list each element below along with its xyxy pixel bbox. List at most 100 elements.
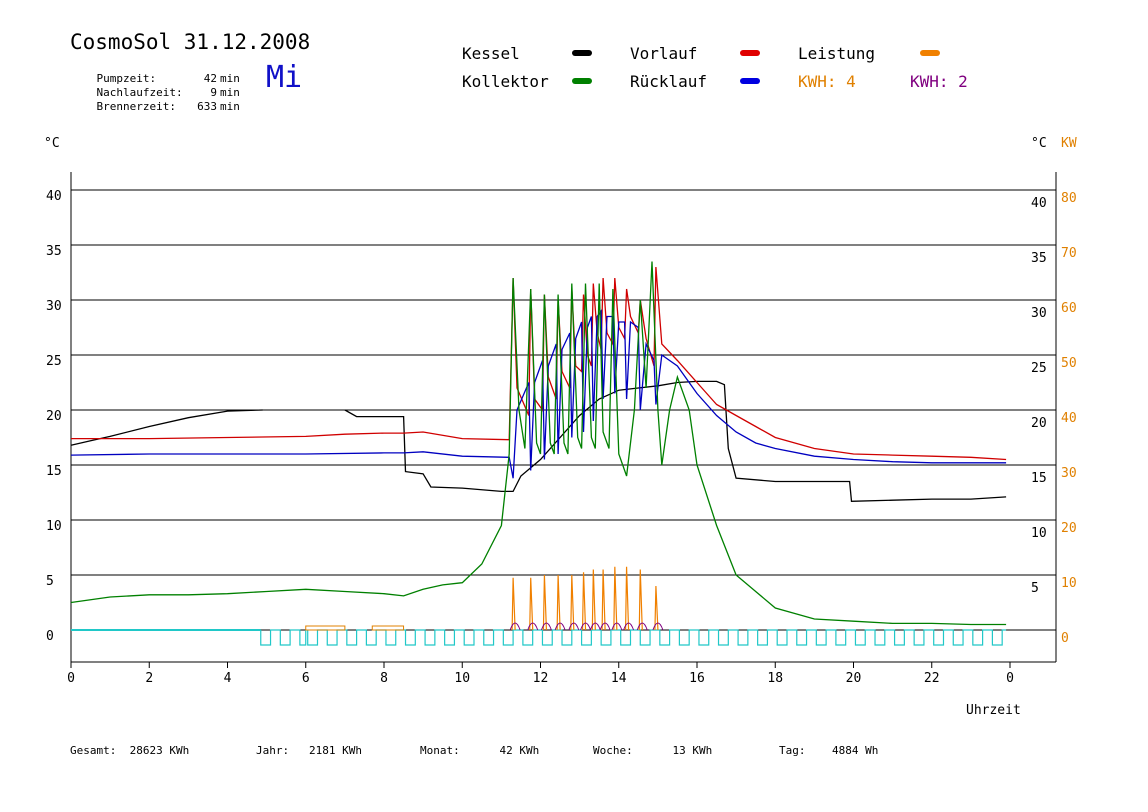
weekday-label: Mi	[266, 60, 303, 95]
legend-kollektor-swatch	[572, 78, 592, 84]
y-tick-label-left: 5	[46, 574, 54, 589]
x-tick-label: 22	[924, 671, 940, 686]
footer-value: 4884 Wh	[832, 744, 879, 757]
y-tick-label-kw: 70	[1061, 246, 1077, 261]
x-tick-label: 0	[67, 671, 75, 686]
stat-value: 42	[203, 72, 217, 85]
y-tick-label-left: 10	[46, 519, 62, 534]
stat-label: Pumpzeit:	[96, 72, 157, 85]
y-tick-label-kw: 30	[1061, 466, 1077, 481]
kwh2-spike	[568, 622, 580, 631]
y-tick-label-right: 40	[1031, 196, 1047, 211]
y-tick-label-right: 25	[1031, 361, 1047, 376]
kwh2-spike	[652, 622, 664, 631]
y-tick-label-kw: 80	[1061, 191, 1077, 206]
y-tick-label-right: 5	[1031, 581, 1039, 596]
chart-title: CosmoSol 31.12.2008	[70, 30, 311, 54]
leistung-peak	[529, 577, 534, 631]
stat-brennerzeit: Brennerzeit: 633 min	[70, 87, 240, 126]
x-tick-label: 0	[1006, 671, 1014, 686]
leistung-peak	[581, 572, 587, 631]
legend-leistung-swatch	[920, 50, 940, 56]
kwh2-spike	[540, 622, 552, 631]
stat-value: 9	[210, 86, 217, 99]
y-tick-label-kw: 20	[1061, 521, 1077, 536]
y-tick-label-kw: 0	[1061, 631, 1069, 646]
legend-kwh2: KWH: 2	[910, 72, 968, 91]
stat-unit: min	[220, 72, 240, 85]
stat-value: 633	[197, 100, 217, 113]
y-tick-label-left: 30	[46, 299, 62, 314]
footer-gesamt: Gesamt: 28623 KWh	[70, 744, 189, 757]
footer-value: 13 KWh	[672, 744, 713, 757]
y-tick-label-left: 15	[46, 464, 62, 479]
x-tick-label: 4	[224, 671, 232, 686]
y-tick-label-left: 25	[46, 354, 62, 369]
legend-vorlauf-swatch	[740, 50, 760, 56]
stat-label: Nachlaufzeit:	[96, 86, 183, 99]
pump-signal	[260, 629, 307, 646]
pump-signal	[307, 629, 1007, 646]
burner-block	[371, 625, 405, 631]
legend-ruecklauf-label: Rücklauf	[630, 72, 708, 91]
y-tick-label-right: 30	[1031, 306, 1047, 321]
footer-label: Tag:	[779, 744, 806, 757]
kwh2-spike	[580, 622, 592, 631]
y-axis-label-right: °C	[1031, 136, 1047, 151]
x-tick-label: 2	[145, 671, 153, 686]
y-tick-label-left: 20	[46, 409, 62, 424]
x-tick-label: 12	[533, 671, 549, 686]
y-tick-label-kw: 10	[1061, 576, 1077, 591]
y-tick-label-right: 15	[1031, 471, 1047, 486]
kwh2-spike	[509, 622, 521, 631]
leistung-peak	[570, 574, 575, 631]
x-tick-label: 20	[846, 671, 862, 686]
footer-jahr: Jahr: 2181 KWh	[256, 744, 362, 757]
kwh2-spike	[636, 622, 648, 631]
stat-unit: min	[220, 100, 240, 113]
x-axis-label: Uhrzeit	[966, 703, 1021, 718]
x-tick-label: 18	[767, 671, 783, 686]
leistung-peak	[613, 566, 618, 631]
legend-vorlauf-label: Vorlauf	[630, 44, 698, 63]
series-ruecklauf	[70, 309, 1007, 479]
footer-label: Jahr:	[256, 744, 290, 757]
legend-kessel-label: Kessel	[462, 44, 520, 63]
y-tick-label-left: 40	[46, 189, 62, 204]
leistung-peak	[556, 574, 561, 631]
footer-label: Woche:	[593, 744, 633, 757]
footer-value: 42 KWh	[499, 744, 540, 757]
footer-woche: Woche: 13 KWh	[593, 744, 712, 757]
x-tick-label: 10	[454, 671, 470, 686]
kwh2-spike	[599, 622, 611, 631]
footer-label: Gesamt:	[70, 744, 117, 757]
kwh2-spike	[623, 622, 635, 631]
leistung-peak	[638, 569, 643, 631]
footer-monat: Monat: 42 KWh	[420, 744, 539, 757]
y-tick-label-kw: 40	[1061, 411, 1077, 426]
x-tick-label: 6	[302, 671, 310, 686]
footer-label: Monat:	[420, 744, 460, 757]
y-tick-label-right: 20	[1031, 416, 1047, 431]
y-tick-label-right: 10	[1031, 526, 1047, 541]
y-tick-label-left: 0	[46, 629, 54, 644]
y-axis-label-left: °C	[44, 136, 60, 151]
stat-nachlaufzeit: Nachlaufzeit: 9 min	[70, 73, 240, 112]
burner-block	[305, 625, 346, 631]
legend-kwh1: KWH: 4	[798, 72, 856, 91]
leistung-peak	[624, 566, 630, 631]
stat-pumpzeit: Pumpzeit: 42 min	[70, 59, 240, 98]
series-kessel	[70, 380, 1007, 502]
x-tick-label: 8	[380, 671, 388, 686]
footer-tag: Tag: 4884 Wh	[779, 744, 878, 757]
legend-ruecklauf-swatch	[740, 78, 760, 84]
footer-value: 2181 KWh	[309, 744, 362, 757]
y-axis-label-kw: KW	[1061, 136, 1077, 151]
leistung-peak	[542, 574, 548, 631]
legend-kessel-swatch	[572, 50, 592, 56]
y-tick-label-right: 35	[1031, 251, 1047, 266]
kwh2-spike	[554, 622, 566, 631]
kwh2-spike	[589, 622, 601, 631]
y-tick-label-kw: 50	[1061, 356, 1077, 371]
